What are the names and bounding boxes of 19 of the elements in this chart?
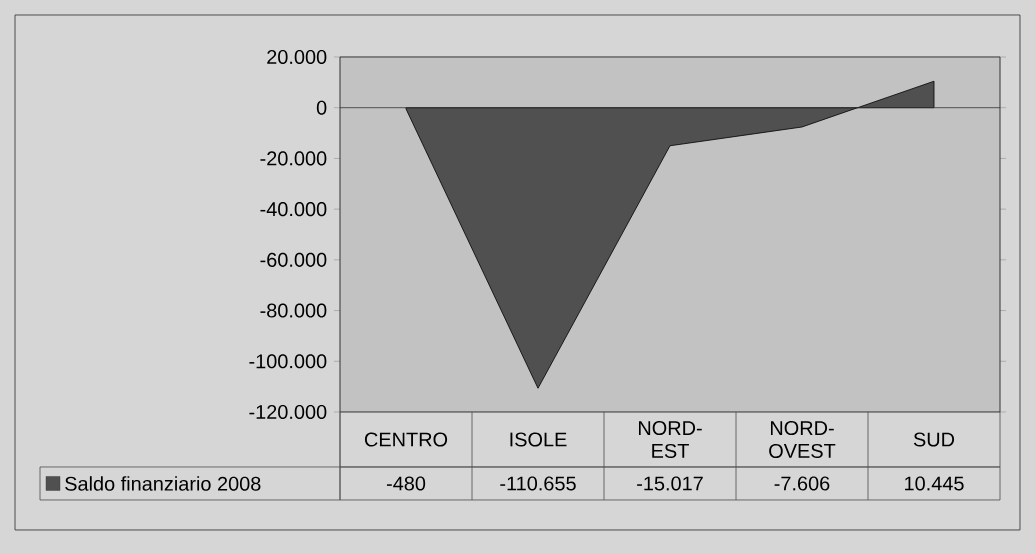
y-tick-label: -80.000 <box>260 303 327 318</box>
y-tick-label: -100.000 <box>249 354 327 369</box>
data-label: -110.655 <box>500 476 576 491</box>
x-tick-label: NORD-EST <box>638 420 702 458</box>
x-tick-label: CENTRO <box>364 432 448 447</box>
x-tick-label: ISOLE <box>510 432 567 447</box>
y-tick-label: -60.000 <box>260 252 327 267</box>
y-tick-label: -40.000 <box>260 202 327 217</box>
y-tick-label: 0 <box>316 100 327 115</box>
x-tick-label: NORD-OVEST <box>769 420 836 458</box>
y-tick-label: -20.000 <box>260 151 327 166</box>
data-label: -480 <box>386 476 426 491</box>
y-tick-label: 20.000 <box>267 49 327 65</box>
data-label: -7.606 <box>774 476 830 491</box>
x-tick-label: SUD <box>913 432 955 447</box>
legend-label: Saldo finanziario 2008 <box>65 476 261 491</box>
y-tick-label: -120.000 <box>249 404 327 420</box>
data-label: 10.445 <box>905 476 964 491</box>
data-label: -15.017 <box>637 476 703 491</box>
